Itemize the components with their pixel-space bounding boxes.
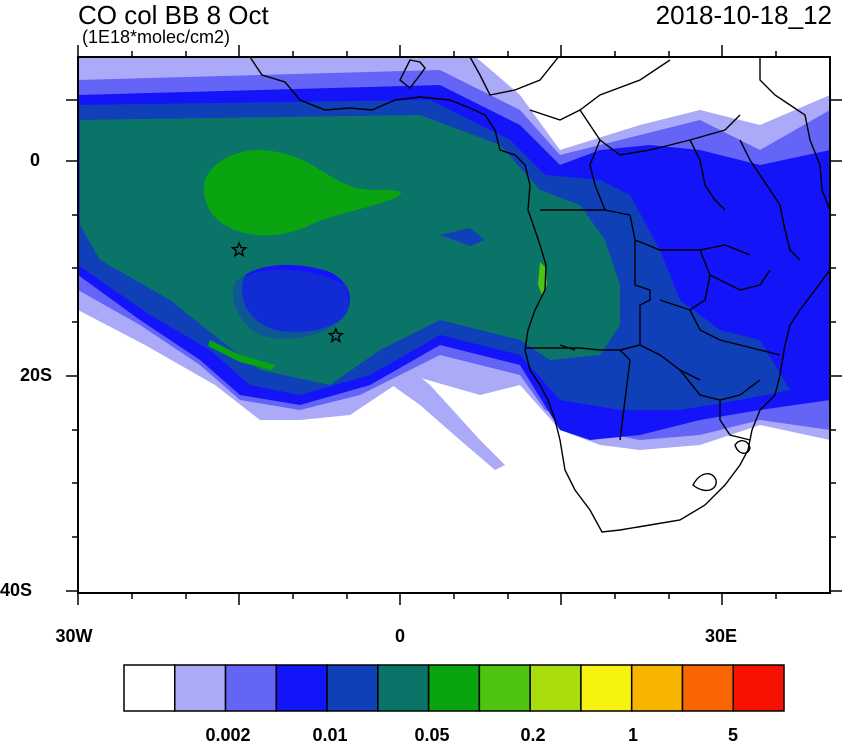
map-datetime: 2018-10-18_12 (655, 0, 832, 30)
map-title: CO col BB 8 Oct (78, 0, 269, 30)
colorbar-swatch (275, 664, 328, 712)
map-units: (1E18*molec/cm2) (82, 27, 231, 47)
colorbar-swatch (681, 664, 734, 712)
marker-group (230, 241, 345, 344)
y-tick-label-20s: 20S (20, 365, 53, 385)
colorbar-label-2: 0.05 (414, 725, 450, 745)
colorbar-label-5: 5 (727, 725, 739, 745)
colorbar-swatch (377, 664, 430, 712)
colorbar-swatch (732, 664, 785, 712)
colorbar-label-1: 0.01 (312, 725, 348, 745)
y-tick-label-0: 0 (30, 150, 41, 170)
x-tick-label-30e: 30E (704, 626, 738, 646)
colorbar-swatch (224, 664, 278, 712)
tick-marks (66, 45, 842, 605)
plume-core-green (204, 150, 401, 236)
colorbar-swatch (174, 664, 227, 712)
colorbar-swatch (529, 664, 582, 712)
colorbar-swatch (326, 664, 379, 712)
star-marker (327, 326, 345, 344)
colorbar-swatch (478, 664, 531, 712)
vortex-darkblue (232, 269, 350, 339)
plume-streak-green (208, 340, 275, 370)
colorbar-swatch (580, 664, 633, 712)
coastlines (249, 57, 830, 533)
x-tick-label-0: 0 (394, 626, 406, 646)
colorbar-swatch (630, 664, 684, 712)
colorbar-label-3: 0.2 (520, 725, 546, 745)
y-tick-label-40s: 40S (0, 580, 33, 600)
colorbar-label-4: 1 (627, 725, 639, 745)
colorbar (123, 664, 785, 712)
plume-inner-blue (440, 228, 485, 246)
colorbar-swatch (123, 664, 176, 712)
star-marker (230, 241, 248, 258)
colorbar-label-0: 0.002 (205, 725, 251, 745)
x-tick-label-30w: 30W (55, 626, 93, 646)
colorbar-swatch (427, 664, 481, 712)
